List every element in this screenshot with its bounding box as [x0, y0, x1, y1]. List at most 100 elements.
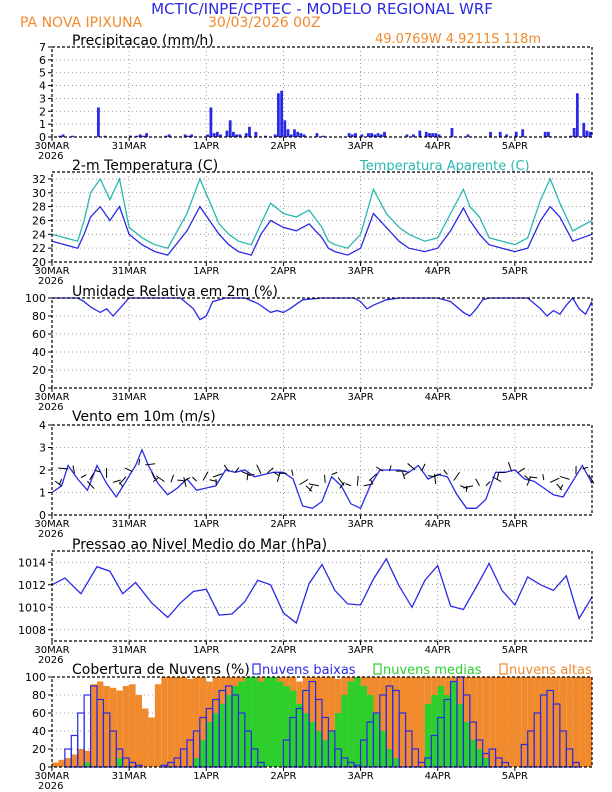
- clouds-year-label: 2026: [38, 781, 63, 792]
- precip-bar: [283, 120, 287, 137]
- wind-arrow: [485, 481, 491, 487]
- clouds-frame: [51, 676, 593, 768]
- clouds-ytick-label: 60: [32, 707, 46, 720]
- wind-arrow: [434, 474, 437, 485]
- temp-xtick-label: 5APR: [502, 266, 528, 277]
- precip-bar: [543, 131, 547, 137]
- precip-bar: [575, 93, 579, 137]
- cloud-bar-nuvens-medias: [206, 722, 213, 767]
- precip-bar: [428, 133, 431, 137]
- cloud-bar-nuvens-altas: [97, 681, 104, 767]
- wind-arrow: [542, 474, 545, 481]
- wind-xtick-label: 2APR: [270, 519, 296, 530]
- cloud-bar-nuvens-medias: [219, 704, 226, 767]
- header-coords: 49.0769W 4.9211S 118m: [375, 32, 541, 47]
- precip-bar: [315, 133, 319, 137]
- wind-arrow: [58, 467, 69, 470]
- precip-bar: [572, 128, 576, 137]
- temp-ytick-label: 28: [32, 201, 46, 214]
- temp-xtick-label: 30MAR: [34, 266, 69, 277]
- precip-bar: [437, 134, 441, 137]
- precip-bar: [412, 134, 415, 137]
- precip-bar: [206, 134, 210, 137]
- cloud-bar-nuvens-medias: [232, 686, 239, 767]
- cloud-bar-nuvens-altas: [199, 677, 207, 767]
- rh-frame: [51, 297, 593, 389]
- wind-panel: 0 1 2 3 4 30MAR 31MAR 1APR 2APR 3APR 4APR 5APR 2026: [34, 419, 595, 540]
- precip-bar: [232, 131, 235, 137]
- cloud-bar-nuvens-medias: [373, 713, 380, 767]
- cloud-bar-nuvens-medias: [476, 749, 483, 767]
- cloud-bar-nuvens-altas: [58, 759, 65, 767]
- cloud-bar-nuvens-medias: [199, 740, 207, 767]
- temp-ytick-label: 20: [32, 256, 46, 269]
- cloud-bar-nuvens-altas: [514, 677, 522, 767]
- pressure-xtick-label: 3APR: [347, 645, 373, 656]
- precip-xtick-label: 1APR: [193, 141, 219, 152]
- precip-bar: [145, 133, 149, 137]
- cloud-bar-nuvens-altas: [129, 684, 136, 767]
- wind-arrow: [112, 479, 121, 483]
- precip-bar: [418, 130, 422, 137]
- cloud-bar-nuvens-altas: [482, 677, 490, 767]
- wind-arrow: [363, 483, 372, 487]
- precip-bar: [514, 131, 518, 137]
- precip-bar: [164, 135, 168, 137]
- cloud-bar-nuvens-medias: [482, 758, 490, 767]
- precip-ytick-label: 2: [39, 105, 46, 118]
- precip-bar: [505, 134, 509, 137]
- precip-bar: [280, 90, 284, 137]
- precip-bar: [286, 129, 290, 137]
- rh-ytick-label: 80: [32, 310, 46, 323]
- cloud-bar-nuvens-medias: [264, 677, 271, 767]
- precip-bar: [219, 134, 222, 137]
- wind-xtick-label: 5APR: [502, 519, 528, 530]
- wind-arrow: [517, 467, 525, 474]
- cloud-bar-nuvens-altas: [103, 686, 110, 767]
- precip-bar: [61, 134, 65, 137]
- cloud-bar-nuvens-altas: [71, 754, 78, 767]
- cloud-bar-nuvens-altas: [77, 749, 85, 767]
- pressure-title: Pressao ao Nivel Medio do Mar (hPa): [72, 537, 327, 553]
- wind-arrow: [443, 469, 448, 475]
- precip-bar: [383, 131, 386, 137]
- cloud-bar-nuvens-medias: [341, 695, 348, 767]
- wind-arrow: [80, 474, 87, 478]
- wind-arrow: [559, 475, 570, 480]
- rh-xtick-label: 1APR: [193, 392, 219, 403]
- rh-year-label: 2026: [38, 402, 63, 413]
- temp-ytick-label: 32: [32, 173, 46, 186]
- cloud-bar-nuvens-medias: [360, 686, 367, 767]
- wind-arrow: [559, 484, 564, 490]
- precip-bar: [58, 135, 62, 137]
- temp-line: [51, 176, 593, 249]
- rh-title: Umidade Relativa em 2m (%): [72, 284, 278, 300]
- cloud-bar-nuvens-medias: [379, 731, 387, 767]
- wind-arrow: [153, 477, 159, 483]
- wind-arrow: [339, 481, 345, 489]
- pressure-year-label: 2026: [38, 655, 63, 666]
- cloud-bar-nuvens-medias: [424, 704, 432, 767]
- cloud-bar-nuvens-altas: [161, 677, 168, 767]
- cloud-bar-nuvens-altas: [90, 684, 97, 767]
- precip-bar: [289, 134, 293, 137]
- precip-bar: [183, 134, 187, 137]
- wind-arrow: [305, 485, 313, 492]
- cloud-bar-nuvens-medias: [367, 695, 374, 767]
- wind-arrow: [273, 471, 280, 476]
- precip-bar: [103, 135, 107, 137]
- precip-bar: [238, 134, 242, 137]
- wind-title: Vento em 10m (m/s): [72, 409, 216, 425]
- wind-arrow: [433, 473, 442, 478]
- cloud-bar-nuvens-medias: [302, 713, 310, 767]
- precip-xtick-label: 5APR: [502, 141, 528, 152]
- cloud-bar-nuvens-altas: [64, 758, 72, 767]
- rh-ytick-label: 0: [39, 382, 46, 395]
- temp-xtick-label: 2APR: [270, 266, 296, 277]
- wind-arrow: [202, 471, 209, 481]
- precip-bar: [215, 131, 219, 137]
- clouds-xtick-label: 2APR: [270, 771, 296, 782]
- precip-bar: [244, 133, 248, 137]
